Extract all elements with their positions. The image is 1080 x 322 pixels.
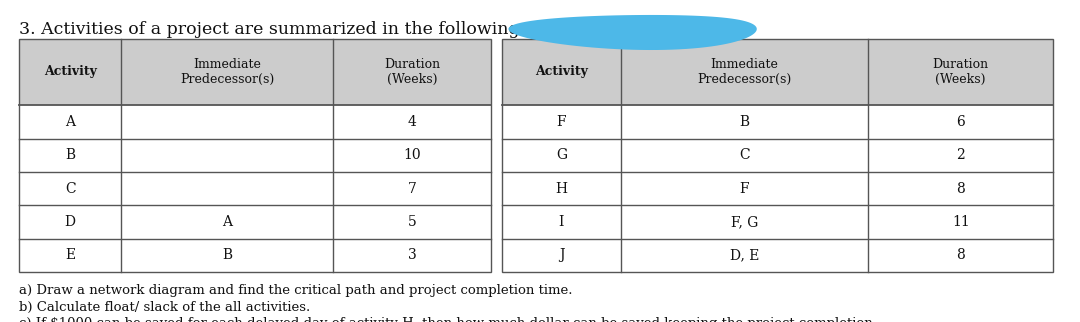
Text: B: B: [740, 115, 750, 129]
Text: D: D: [65, 215, 76, 229]
PathPatch shape: [509, 15, 757, 50]
Text: A: A: [65, 115, 76, 129]
Bar: [502, 239, 1053, 272]
Text: b) Calculate float/ slack of the all activities.: b) Calculate float/ slack of the all act…: [19, 301, 311, 314]
Text: F: F: [740, 182, 750, 196]
Text: A: A: [222, 215, 232, 229]
Bar: [19, 39, 491, 272]
Bar: [19, 138, 491, 172]
Text: B: B: [65, 148, 76, 162]
Bar: [19, 105, 491, 138]
Text: 6: 6: [957, 115, 966, 129]
Text: H: H: [555, 182, 567, 196]
Text: C: C: [65, 182, 76, 196]
Bar: [502, 205, 1053, 239]
Bar: [502, 172, 1053, 205]
Text: 5: 5: [408, 215, 417, 229]
Text: Duration
(Weeks): Duration (Weeks): [384, 58, 441, 86]
Text: I: I: [558, 215, 564, 229]
Text: G: G: [556, 148, 567, 162]
Text: c) If $1000 can be saved for each delayed day of activity H, then how much dolla: c) If $1000 can be saved for each delaye…: [19, 317, 874, 322]
Bar: [19, 239, 491, 272]
Text: 8: 8: [957, 248, 966, 262]
Text: 3: 3: [408, 248, 417, 262]
Bar: [19, 39, 491, 105]
Bar: [502, 138, 1053, 172]
Text: F: F: [556, 115, 566, 129]
Bar: [502, 105, 1053, 138]
Text: a) Draw a network diagram and find the critical path and project completion time: a) Draw a network diagram and find the c…: [19, 284, 573, 297]
Text: J: J: [558, 248, 564, 262]
Bar: [502, 39, 1053, 272]
Text: F, G: F, G: [731, 215, 758, 229]
Bar: [502, 39, 1053, 105]
Text: 10: 10: [404, 148, 421, 162]
Text: Immediate
Predecessor(s): Immediate Predecessor(s): [698, 58, 792, 86]
Bar: [19, 205, 491, 239]
Text: C: C: [739, 148, 750, 162]
Text: 7: 7: [408, 182, 417, 196]
Text: Immediate
Predecessor(s): Immediate Predecessor(s): [180, 58, 274, 86]
Text: 11: 11: [951, 215, 970, 229]
Text: D, E: D, E: [730, 248, 759, 262]
Text: 2: 2: [957, 148, 966, 162]
Bar: [19, 172, 491, 205]
Text: Activity: Activity: [43, 65, 96, 78]
Text: Activity: Activity: [535, 65, 588, 78]
Text: 4: 4: [408, 115, 417, 129]
Text: 8: 8: [957, 182, 966, 196]
Text: Duration
(Weeks): Duration (Weeks): [933, 58, 989, 86]
Text: 3. Activities of a project are summarized in the following table.: 3. Activities of a project are summarize…: [19, 21, 576, 38]
Text: E: E: [65, 248, 76, 262]
Text: B: B: [222, 248, 232, 262]
